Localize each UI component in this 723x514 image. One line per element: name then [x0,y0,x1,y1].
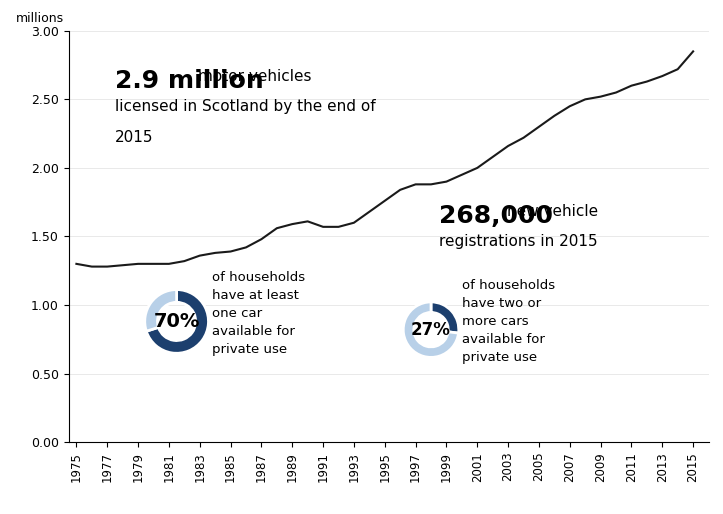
Text: 70%: 70% [153,312,200,331]
Text: registrations in 2015: registrations in 2015 [439,234,597,249]
Text: 268,000: 268,000 [439,204,552,228]
Text: of households
have two or
more cars
available for
private use: of households have two or more cars avai… [462,279,555,364]
Text: of households
have at least
one car
available for
private use: of households have at least one car avai… [212,271,305,356]
Wedge shape [431,302,459,333]
Wedge shape [146,289,208,353]
Text: 2015: 2015 [115,130,153,144]
Text: millions: millions [16,12,64,25]
Text: 27%: 27% [411,321,451,339]
Wedge shape [145,289,176,331]
Text: motor vehicles: motor vehicles [198,69,312,84]
Text: licensed in Scotland by the end of: licensed in Scotland by the end of [115,99,375,115]
Text: 2.9 million: 2.9 million [115,69,264,93]
Wedge shape [403,302,458,357]
Text: new vehicle: new vehicle [507,204,598,218]
